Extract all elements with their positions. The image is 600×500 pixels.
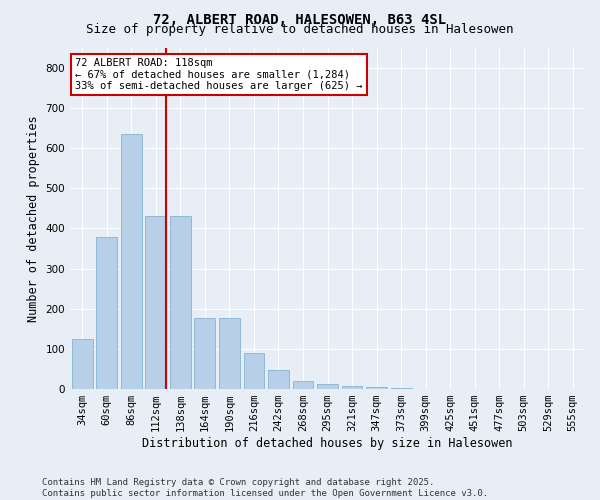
Bar — [317, 384, 338, 389]
Text: 72, ALBERT ROAD, HALESOWEN, B63 4SL: 72, ALBERT ROAD, HALESOWEN, B63 4SL — [154, 12, 446, 26]
Bar — [219, 318, 240, 389]
Text: Size of property relative to detached houses in Halesowen: Size of property relative to detached ho… — [86, 22, 514, 36]
Bar — [97, 237, 117, 389]
Bar — [121, 134, 142, 389]
Bar — [145, 216, 166, 389]
Bar — [194, 318, 215, 389]
Bar — [341, 386, 362, 389]
Bar — [244, 353, 265, 389]
Bar — [366, 387, 387, 389]
Y-axis label: Number of detached properties: Number of detached properties — [27, 115, 40, 322]
Text: 72 ALBERT ROAD: 118sqm
← 67% of detached houses are smaller (1,284)
33% of semi-: 72 ALBERT ROAD: 118sqm ← 67% of detached… — [75, 58, 362, 91]
Bar — [170, 216, 191, 389]
Bar — [391, 388, 412, 389]
Text: Contains HM Land Registry data © Crown copyright and database right 2025.
Contai: Contains HM Land Registry data © Crown c… — [42, 478, 488, 498]
X-axis label: Distribution of detached houses by size in Halesowen: Distribution of detached houses by size … — [142, 437, 513, 450]
Bar — [268, 370, 289, 389]
Bar — [72, 339, 93, 389]
Bar — [293, 381, 313, 389]
